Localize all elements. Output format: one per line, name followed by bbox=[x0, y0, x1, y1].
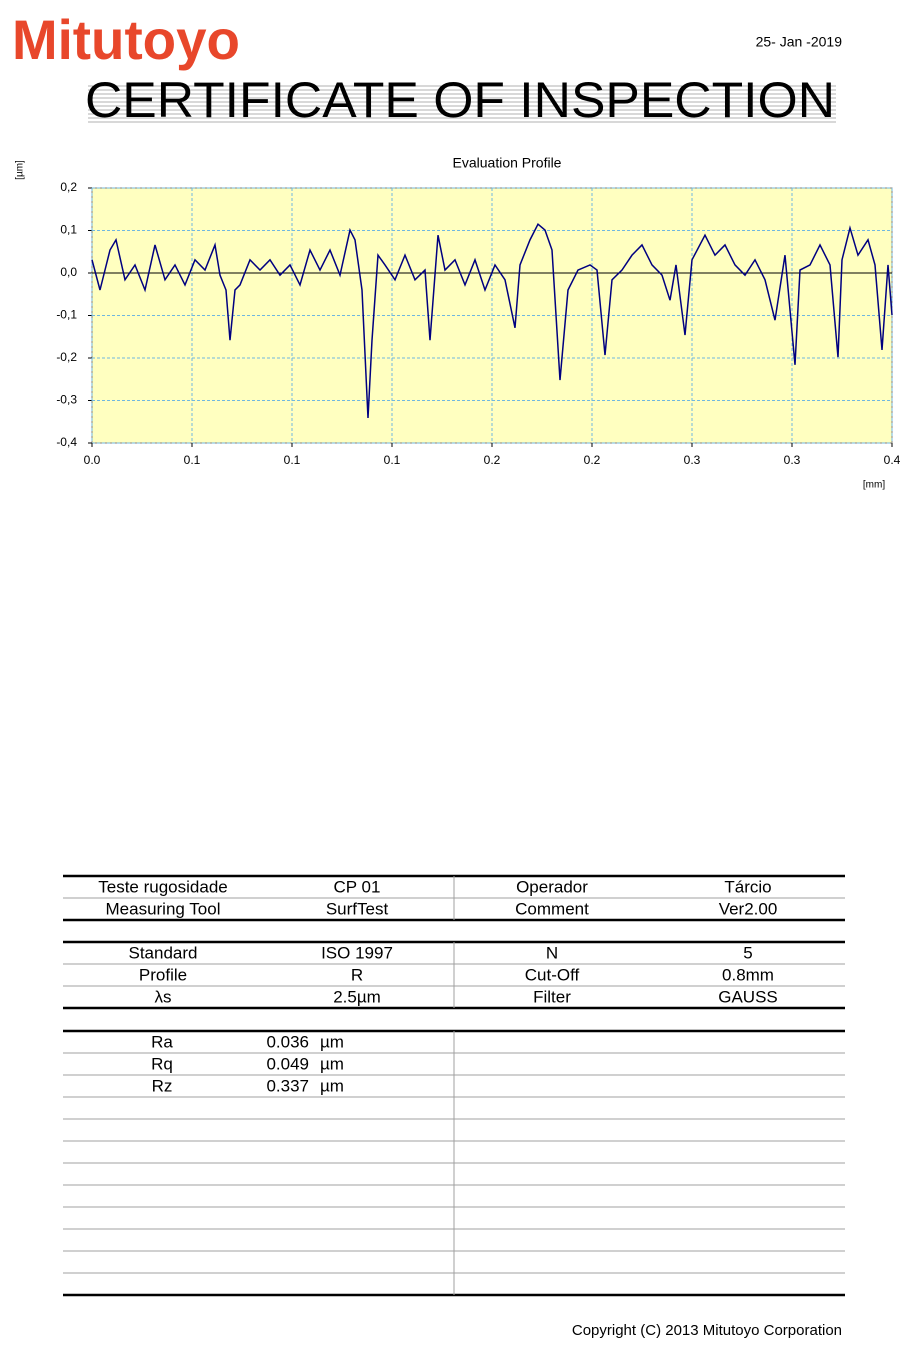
table-cell: R bbox=[351, 965, 363, 984]
table-cell: Profile bbox=[139, 965, 187, 984]
table-cell: 5 bbox=[743, 943, 752, 962]
table-cell: 0.8mm bbox=[722, 965, 774, 984]
x-tick-label: 0.2 bbox=[484, 453, 501, 467]
table-cell: Filter bbox=[533, 987, 571, 1006]
y-axis-label: [µm] bbox=[15, 160, 26, 180]
y-tick-label: 0,0 bbox=[60, 265, 77, 279]
table-cell: SurfTest bbox=[326, 899, 389, 918]
table-cell: GAUSS bbox=[718, 987, 778, 1006]
table-cell: Tárcio bbox=[724, 877, 771, 896]
x-tick-label: 0.3 bbox=[784, 453, 801, 467]
result-name: Rq bbox=[151, 1054, 173, 1073]
result-unit: µm bbox=[320, 1032, 344, 1051]
table-cell: 2.5µm bbox=[333, 987, 381, 1006]
profile-line bbox=[91, 222, 893, 418]
chart-title: Evaluation Profile bbox=[453, 155, 562, 171]
y-tick-label: -0,3 bbox=[56, 393, 77, 407]
y-tick-label: -0,4 bbox=[56, 435, 77, 449]
x-tick-label: 0.3 bbox=[684, 453, 701, 467]
x-tick-label: 0.1 bbox=[284, 453, 301, 467]
title-stripes bbox=[88, 85, 836, 123]
table-cell: Cut-Off bbox=[525, 965, 580, 984]
result-name: Ra bbox=[151, 1032, 173, 1051]
result-unit: µm bbox=[320, 1076, 344, 1095]
date: 25- Jan -2019 bbox=[756, 34, 843, 50]
table-cell: Comment bbox=[515, 899, 589, 918]
y-tick-label: 0,1 bbox=[60, 223, 77, 237]
y-tick-label: -0,1 bbox=[56, 308, 77, 322]
x-tick-label: 0.4 bbox=[884, 453, 901, 467]
result-value: 0.337 bbox=[266, 1076, 309, 1095]
x-tick-label: 0.1 bbox=[184, 453, 201, 467]
y-tick-label: -0,2 bbox=[56, 350, 77, 364]
result-value: 0.036 bbox=[266, 1032, 309, 1051]
table-cell: Operador bbox=[516, 877, 588, 896]
x-tick-label: 0.0 bbox=[84, 453, 101, 467]
table-cell: N bbox=[546, 943, 558, 962]
result-unit: µm bbox=[320, 1054, 344, 1073]
table-cell: CP 01 bbox=[334, 877, 381, 896]
table-cell: Ver2.00 bbox=[719, 899, 778, 918]
table-cell: Measuring Tool bbox=[106, 899, 221, 918]
document-title: CERTIFICATE OF INSPECTION bbox=[85, 72, 835, 128]
table-cell: λs bbox=[155, 987, 172, 1006]
table-cell: Standard bbox=[129, 943, 198, 962]
table-cell: Teste rugosidade bbox=[98, 877, 227, 896]
copyright: Copyright (C) 2013 Mitutoyo Corporation bbox=[572, 1322, 842, 1339]
y-tick-label: 0,2 bbox=[60, 180, 77, 194]
x-tick-label: 0.2 bbox=[584, 453, 601, 467]
logo: Mitutoyo bbox=[12, 8, 240, 71]
table-cell: ISO 1997 bbox=[321, 943, 393, 962]
result-name: Rz bbox=[152, 1076, 173, 1095]
x-axis-label: [mm] bbox=[863, 480, 885, 491]
result-value: 0.049 bbox=[266, 1054, 309, 1073]
x-tick-label: 0.1 bbox=[384, 453, 401, 467]
